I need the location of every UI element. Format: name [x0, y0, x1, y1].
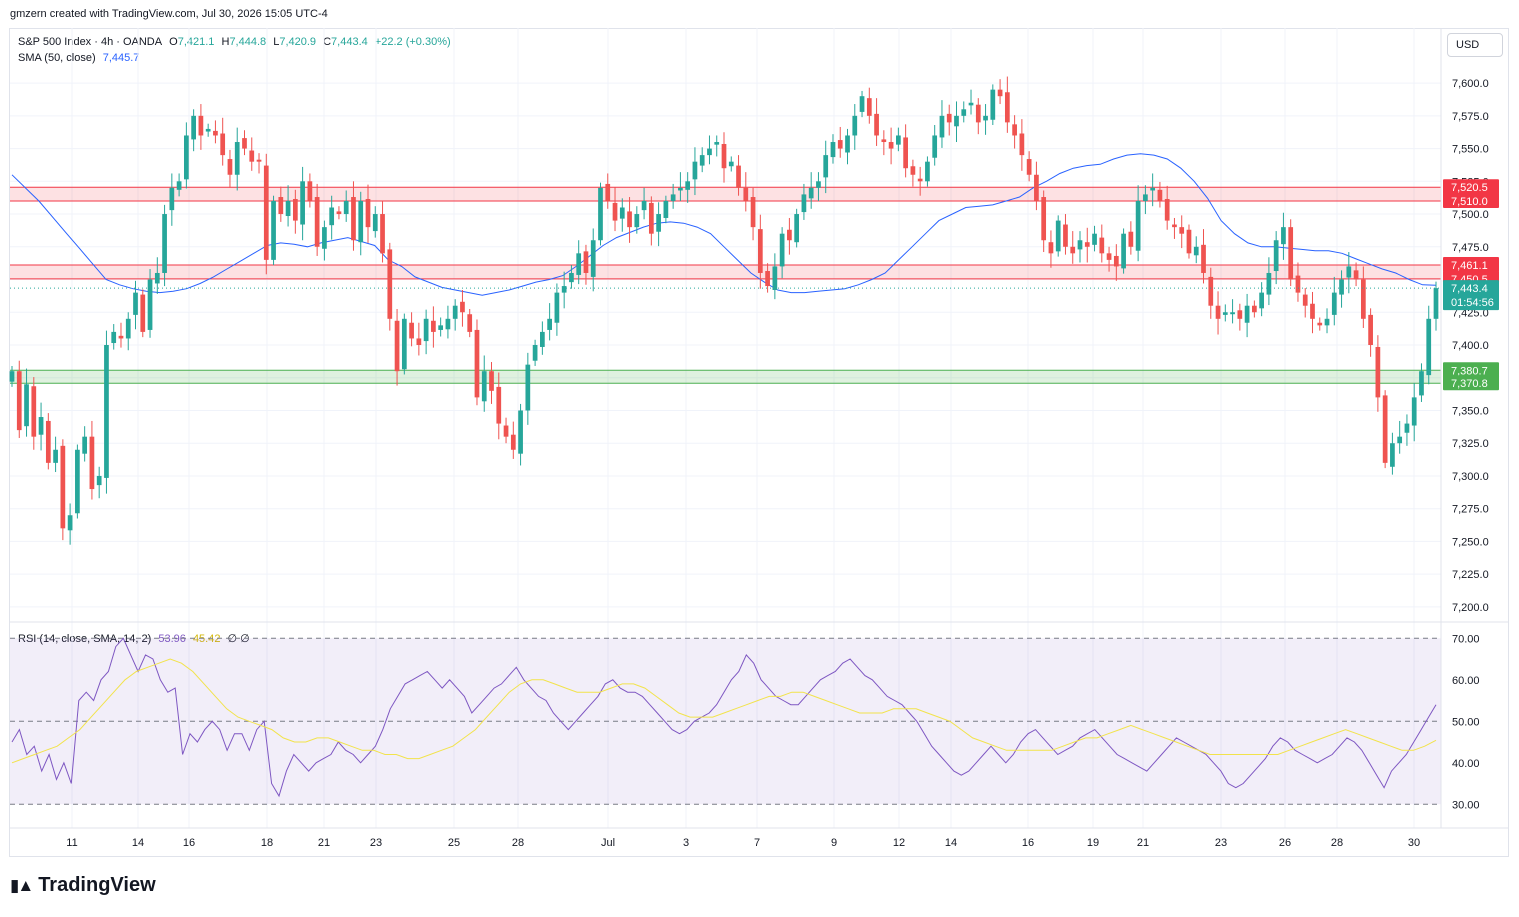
- rsi-label: RSI (14, close, SMA, 14, 2): [18, 633, 152, 645]
- tradingview-logo[interactable]: ▮▲ TradingView: [10, 874, 156, 897]
- close-label: C: [323, 36, 332, 48]
- low-label: L: [273, 36, 280, 48]
- tradingview-logo-icon: ▮▲: [10, 875, 34, 895]
- change-value: +22.2 (+0.30%): [374, 36, 451, 48]
- rsi-ma-value: 45.42: [192, 633, 221, 645]
- open-label: O: [169, 36, 178, 48]
- open-value: 7,421.1: [177, 36, 215, 48]
- sma-label: SMA (50, close): [18, 52, 96, 64]
- high-value: 7,444.8: [229, 36, 267, 48]
- low-value: 7,420.9: [279, 36, 317, 48]
- high-label: H: [221, 36, 230, 48]
- rsi-value: 53.96: [158, 633, 186, 645]
- sma-value: 7,445.7: [102, 52, 140, 64]
- main-legend[interactable]: S&P 500 Index · 4h · OANDA O7,421.1 H7,4…: [18, 36, 455, 48]
- chart-frame: [9, 28, 1509, 857]
- close-value: 7,443.4: [331, 36, 368, 48]
- sma-legend[interactable]: SMA (50, close) 7,445.7: [18, 52, 143, 64]
- logo-text: TradingView: [38, 874, 156, 896]
- currency-button[interactable]: USD: [1447, 33, 1503, 57]
- rsi-legend[interactable]: RSI (14, close, SMA, 14, 2) 53.96 45.42 …: [18, 632, 254, 645]
- symbol-label: S&P 500 Index · 4h · OANDA: [18, 36, 163, 48]
- chart-credit: gmzern created with TradingView.com, Jul…: [10, 8, 328, 20]
- rsi-extra: ∅ ∅: [227, 633, 250, 645]
